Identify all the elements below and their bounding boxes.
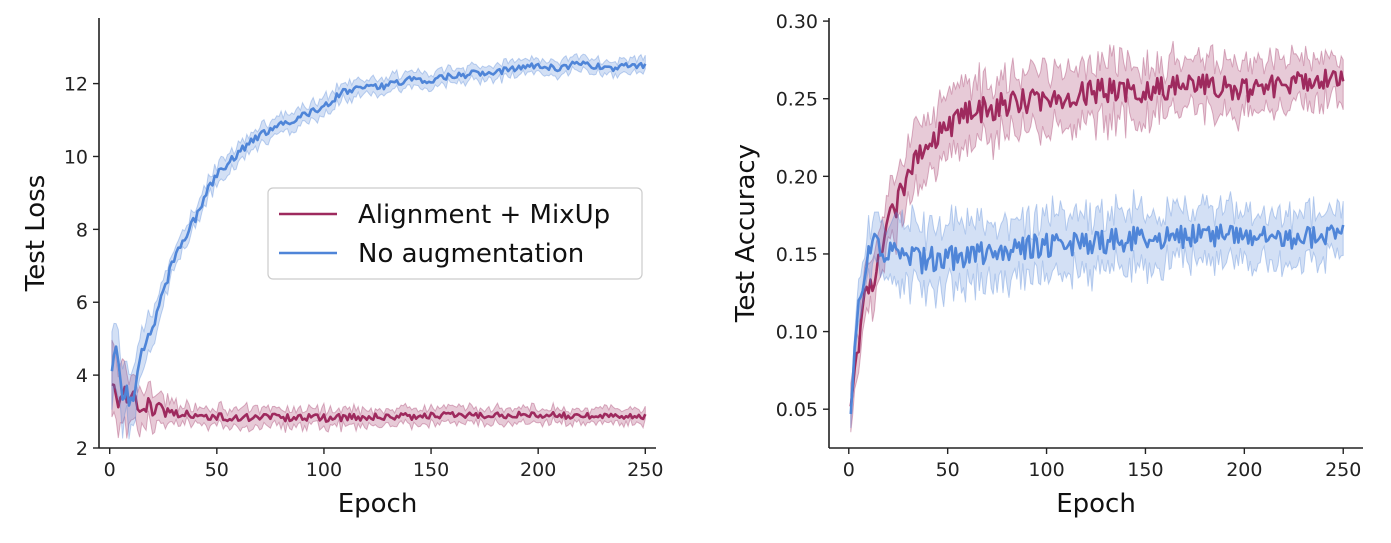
y-tick-label: 0.20 bbox=[776, 166, 818, 188]
x-tick-label: 50 bbox=[205, 459, 229, 481]
series-line-no-augmentation bbox=[110, 60, 647, 407]
y-tick-label: 4 bbox=[76, 365, 88, 387]
x-tick-label: 200 bbox=[520, 459, 556, 481]
x-tick-label: 0 bbox=[104, 459, 116, 481]
y-tick-label: 8 bbox=[76, 219, 88, 241]
y-tick-label: 2 bbox=[76, 438, 88, 460]
y-tick-label: 6 bbox=[76, 292, 88, 314]
confidence-band-no-augmentation bbox=[850, 189, 1344, 429]
y-tick-label: 10 bbox=[64, 146, 88, 168]
y-tick-label: 0.30 bbox=[776, 11, 818, 33]
legend-label-alignment-mixup: Alignment + MixUp bbox=[358, 200, 610, 230]
y-tick-label: 0.05 bbox=[776, 399, 818, 421]
series-line-alignment-mixup bbox=[111, 383, 647, 423]
y-tick-label: 0.10 bbox=[776, 322, 818, 344]
x-tick-label: 250 bbox=[1325, 459, 1361, 481]
chart-panel-2: 0 50 100 150 200 250 0.05 0.10 0.15 0.20 0.25 0.30 E… bbox=[731, 11, 1363, 519]
x-tick-label: 200 bbox=[1226, 459, 1262, 481]
y-tick-label: 12 bbox=[64, 74, 88, 96]
x-tick-label: 150 bbox=[413, 459, 449, 481]
x-tick-label: 100 bbox=[1028, 459, 1064, 481]
x-axis-label: Epoch bbox=[1056, 489, 1136, 519]
y-axis-label: Test Accuracy bbox=[731, 144, 761, 323]
x-tick-label: 250 bbox=[627, 459, 663, 481]
x-tick-label: 0 bbox=[843, 459, 855, 481]
confidence-band-alignment-mixup bbox=[850, 40, 1344, 433]
legend-box bbox=[267, 187, 643, 280]
chart-panel-1: 0 50 100 150 200 250 2 4 6 8 10 12 Epoch Test Loss Ali… bbox=[21, 18, 663, 519]
x-tick-label: 150 bbox=[1127, 459, 1163, 481]
x-axis-label: Epoch bbox=[338, 489, 418, 519]
y-tick-label: 0.25 bbox=[776, 89, 818, 111]
y-tick-label: 0.15 bbox=[776, 244, 818, 266]
y-axis-label: Test Loss bbox=[21, 175, 51, 293]
x-tick-label: 100 bbox=[306, 459, 342, 481]
legend-label-no-augmentation: No augmentation bbox=[358, 239, 584, 269]
series-line-no-augmentation bbox=[849, 223, 1345, 415]
series-line-alignment-mixup bbox=[849, 68, 1345, 407]
x-tick-label: 50 bbox=[936, 459, 960, 481]
confidence-band-alignment-mixup bbox=[111, 339, 646, 439]
legend: Alignment + MixUp No augmentation bbox=[267, 187, 643, 280]
